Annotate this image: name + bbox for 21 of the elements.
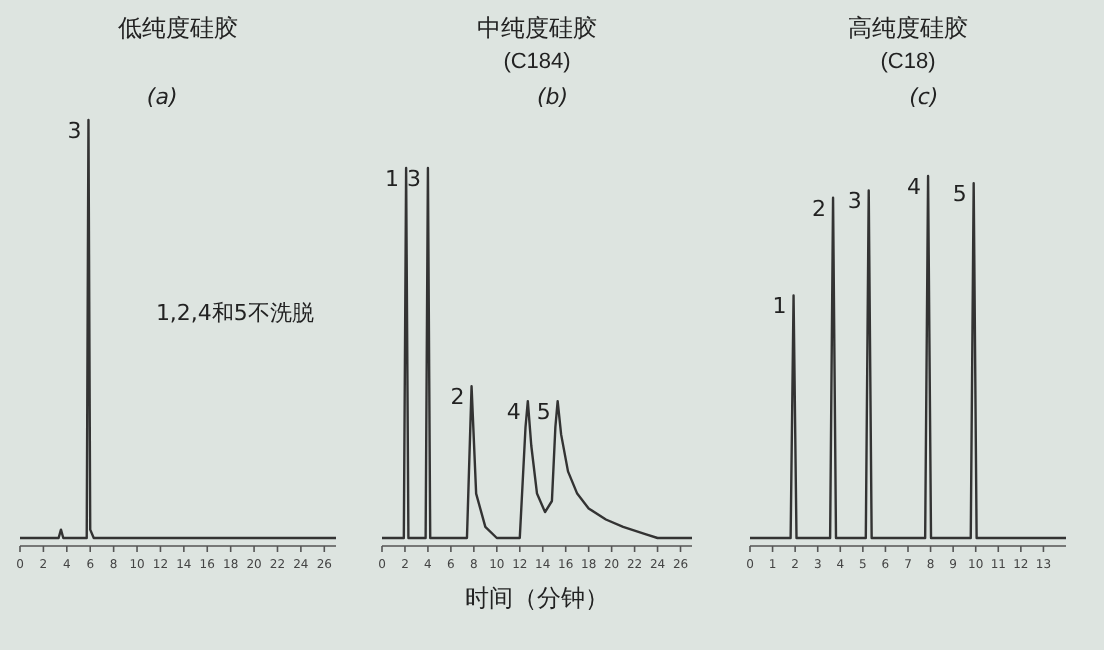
- chart-subtitle: (C18): [880, 50, 936, 74]
- annotation: 4: [907, 174, 922, 200]
- annotation: 5: [536, 399, 551, 426]
- annotation: 3: [847, 188, 862, 215]
- text: (c): [909, 84, 939, 110]
- annotation: 3: [406, 166, 421, 192]
- text: (a): [146, 84, 178, 110]
- annotation: 3: [67, 118, 82, 144]
- annotation: 5: [952, 181, 967, 208]
- annotation: 1,2,4和5不洗脱: [155, 300, 314, 326]
- text: (b): [536, 84, 569, 110]
- chart-title: 高纯度硅胶: [848, 14, 968, 42]
- annotation: 1: [772, 293, 787, 320]
- chart-subtitle: (C184): [503, 50, 571, 74]
- chart-title: 中纯度硅胶: [477, 14, 597, 42]
- annotation: 2: [812, 195, 827, 222]
- x-axis-title: 时间（分钟）: [465, 584, 609, 612]
- chart-title: 低纯度硅胶: [118, 14, 238, 42]
- annotation: 4: [506, 399, 521, 426]
- annotation: 2: [450, 384, 465, 411]
- annotation: 1: [385, 166, 400, 192]
